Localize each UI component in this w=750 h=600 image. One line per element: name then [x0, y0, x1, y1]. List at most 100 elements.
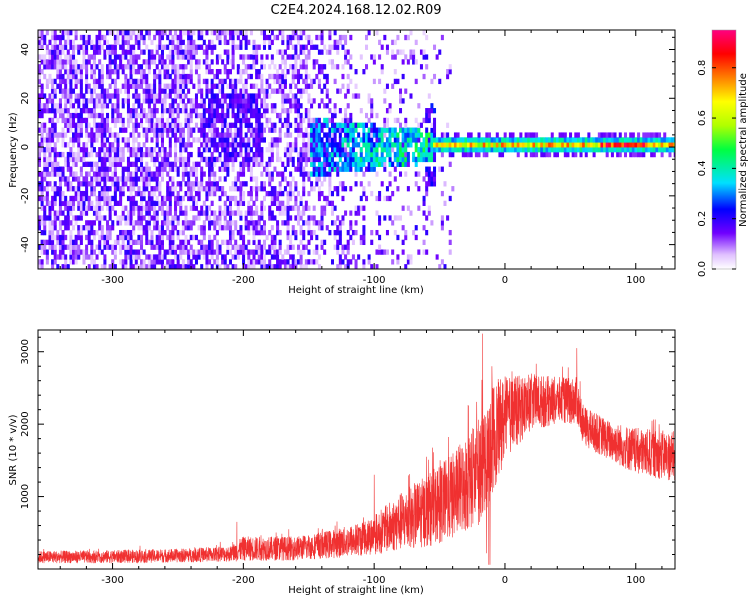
heatmap-cell	[333, 161, 337, 167]
heatmap-cell	[163, 147, 167, 153]
heatmap-cell	[58, 176, 62, 182]
heatmap-cell	[213, 220, 217, 226]
heatmap-cell	[210, 127, 214, 133]
heatmap-cell	[69, 88, 73, 94]
heatmap-cell	[409, 210, 413, 216]
heatmap-cell	[396, 147, 400, 153]
heatmap-cell	[213, 132, 217, 138]
heatmap-cell	[239, 186, 243, 192]
heatmap-cell	[171, 69, 175, 75]
heatmap-cell	[412, 127, 416, 133]
heatmap-cell	[98, 73, 102, 80]
heatmap-cell	[194, 249, 198, 255]
heatmap-cell	[197, 83, 201, 89]
heatmap-cell	[166, 264, 170, 269]
heatmap-cell	[519, 142, 523, 148]
heatmap-cell	[650, 132, 654, 138]
heatmap-cell	[255, 259, 259, 265]
heatmap-cell	[236, 210, 240, 216]
heatmap-cell	[74, 59, 78, 65]
heatmap-cell	[330, 190, 335, 197]
heatmap-cell	[354, 93, 358, 99]
heatmap-cell	[111, 108, 115, 114]
heatmap-cell	[299, 254, 303, 260]
heatmap-cell	[95, 44, 99, 50]
heatmap-cell	[213, 73, 217, 80]
heatmap-cell	[380, 44, 384, 50]
heatmap-cell	[273, 166, 277, 172]
heatmap-cell	[113, 59, 117, 65]
heatmap-cell	[558, 142, 562, 148]
heatmap-cell	[98, 49, 102, 55]
heatmap-cell	[566, 137, 570, 143]
heatmap-cell	[106, 117, 110, 124]
heatmap-cell	[85, 98, 89, 104]
heatmap-cell	[202, 220, 206, 226]
heatmap-cell	[192, 234, 196, 241]
heatmap-cell	[100, 127, 104, 133]
heatmap-cell	[404, 234, 408, 241]
heatmap-cell	[132, 176, 136, 182]
heatmap-cell	[103, 147, 107, 153]
heatmap-cell	[315, 166, 319, 172]
heatmap-cell	[228, 195, 232, 202]
heatmap-cell	[69, 234, 73, 241]
heatmap-cell	[160, 200, 164, 206]
heatmap-cell	[56, 254, 60, 260]
heatmap-cell	[45, 171, 49, 177]
heatmap-cell	[477, 142, 481, 148]
heatmap-cell	[385, 117, 389, 124]
heatmap-cell	[226, 103, 230, 109]
heatmap-cell	[189, 195, 193, 202]
heatmap-cell	[291, 98, 295, 104]
heatmap-cell	[119, 59, 123, 65]
heatmap-cell	[140, 147, 144, 153]
heatmap-cell	[134, 69, 138, 75]
heatmap-cell	[312, 137, 316, 143]
heatmap-cell	[85, 103, 89, 109]
heatmap-cell	[247, 64, 251, 70]
heatmap-cell	[365, 147, 369, 153]
heatmap-cell	[223, 93, 227, 99]
heatmap-cell	[344, 112, 348, 119]
heatmap-cell	[53, 171, 57, 177]
heatmap-cell	[260, 225, 264, 231]
heatmap-cell	[45, 156, 49, 163]
heatmap-cell	[401, 59, 405, 65]
heatmap-cell	[213, 93, 217, 99]
heatmap-cell	[66, 161, 70, 167]
heatmap-cell	[72, 112, 76, 119]
heatmap-cell	[77, 112, 81, 119]
heatmap-cell	[236, 112, 240, 119]
heatmap-cell	[72, 161, 76, 167]
heatmap-cell	[346, 103, 350, 109]
heatmap-cell	[215, 259, 219, 265]
heatmap-cell	[158, 78, 162, 85]
heatmap-cell	[289, 151, 293, 158]
heatmap-cell	[302, 171, 306, 177]
heatmap-cell	[40, 171, 44, 177]
heatmap-cell	[396, 49, 400, 55]
heatmap-cell	[257, 229, 261, 236]
heatmap-cell	[228, 83, 232, 89]
heatmap-cell	[359, 234, 363, 241]
heatmap-cell	[265, 83, 269, 89]
heatmap-cell	[330, 64, 335, 70]
heatmap-cell	[194, 200, 198, 206]
heatmap-cell	[53, 161, 57, 167]
heatmap-cell	[310, 39, 314, 46]
heatmap-cell	[315, 156, 319, 163]
heatmap-cell	[200, 205, 204, 211]
heatmap-cell	[205, 49, 209, 55]
heatmap-cell	[116, 103, 120, 109]
heatmap-cell	[210, 166, 214, 172]
heatmap-cell	[155, 220, 159, 226]
heatmap-cell	[524, 147, 528, 153]
heatmap-cell	[231, 181, 235, 187]
heatmap-cell	[260, 210, 264, 216]
heatmap-cell	[268, 190, 272, 197]
colorbar-tick-label: 0.8	[697, 60, 708, 76]
heatmap-cell	[535, 137, 539, 143]
heatmap-cell	[260, 59, 264, 65]
heatmap-cell	[129, 34, 133, 41]
